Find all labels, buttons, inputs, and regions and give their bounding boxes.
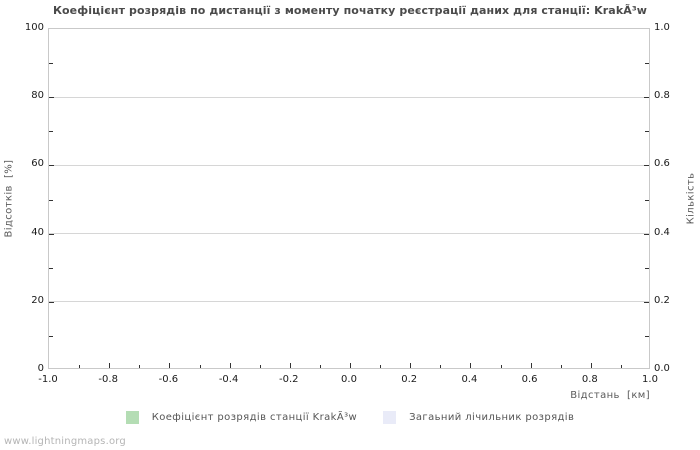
y-tick-label-left: 0 bbox=[37, 363, 44, 374]
x-tick-mark bbox=[350, 363, 351, 368]
y-tick-mark bbox=[49, 233, 54, 235]
x-tick-mark bbox=[380, 365, 382, 368]
y-tick-label-right: 0.6 bbox=[654, 158, 670, 170]
x-tick-label: 0.0 bbox=[341, 374, 357, 385]
x-tick-mark bbox=[79, 365, 81, 368]
y-tick-mark bbox=[49, 165, 54, 167]
y-axis-title-right: Кількість bbox=[684, 28, 698, 369]
y-axis-title-left: Відсотків [%] bbox=[2, 28, 16, 369]
y-tick-mark bbox=[49, 335, 53, 337]
x-tick-mark bbox=[229, 363, 231, 368]
gridline bbox=[49, 164, 649, 166]
legend-item: Загаьний лічильник розрядів bbox=[383, 410, 575, 424]
y-tick-mark bbox=[645, 131, 649, 133]
plot-area bbox=[48, 28, 650, 369]
x-tick-mark bbox=[169, 363, 171, 368]
x-axis-title: Відстань [км] bbox=[570, 390, 650, 401]
y-tick-mark bbox=[49, 301, 54, 303]
x-tick-label: -0.4 bbox=[218, 374, 239, 385]
x-tick-mark bbox=[109, 363, 111, 368]
x-tick-label: -0.2 bbox=[279, 374, 299, 385]
legend: Коефіцієнт розрядів станції KrakÃ³w Загаь… bbox=[0, 409, 700, 425]
y-tick-mark bbox=[644, 301, 649, 303]
y-tick-mark bbox=[49, 63, 53, 65]
legend-label: Загаьний лічильник розрядів bbox=[409, 411, 575, 423]
x-tick-label: 0.6 bbox=[521, 374, 538, 385]
y-tick-label-left: 100 bbox=[24, 22, 44, 33]
legend-swatch bbox=[383, 410, 397, 424]
x-tick-mark bbox=[620, 365, 622, 368]
y-tick-label-left: 80 bbox=[31, 90, 44, 102]
y-tick-label-left: 20 bbox=[31, 294, 44, 306]
y-tick-label-right: 0.0 bbox=[654, 363, 670, 374]
x-tick-mark bbox=[590, 363, 592, 368]
y-tick-label-right: 0.2 bbox=[654, 294, 670, 306]
x-tick-mark bbox=[560, 365, 562, 368]
x-tick-mark bbox=[410, 363, 412, 368]
y-tick-mark bbox=[645, 267, 649, 269]
y-axis-title-right-text: Кількість bbox=[685, 172, 697, 225]
x-tick-mark bbox=[530, 363, 532, 368]
x-tick-label: 1.0 bbox=[642, 374, 658, 385]
y-tick-label-right: 1.0 bbox=[654, 22, 670, 33]
y-tick-label-left: 40 bbox=[31, 226, 44, 238]
y-tick-mark bbox=[645, 63, 649, 65]
legend-swatch bbox=[125, 410, 139, 424]
y-tick-mark bbox=[645, 199, 649, 201]
x-tick-label: -0.8 bbox=[98, 374, 118, 385]
legend-label: Коефіцієнт розрядів станції KrakÃ³w bbox=[151, 411, 358, 423]
y-tick-label-left: 60 bbox=[31, 158, 44, 170]
x-tick-label: 0.4 bbox=[461, 374, 478, 385]
x-tick-mark bbox=[139, 365, 141, 368]
gridline bbox=[49, 301, 649, 303]
x-tick-mark bbox=[199, 365, 201, 368]
x-tick-mark bbox=[500, 365, 502, 368]
gridline bbox=[49, 233, 649, 235]
y-tick-mark bbox=[49, 267, 53, 269]
x-tick-mark bbox=[440, 365, 442, 368]
x-tick-label: -0.6 bbox=[158, 374, 179, 385]
y-tick-mark bbox=[644, 233, 649, 235]
chart-title: Коефіцієнт розрядів по дистанції з момен… bbox=[52, 4, 648, 17]
x-tick-mark bbox=[289, 363, 291, 368]
gridline bbox=[49, 96, 649, 98]
y-tick-mark bbox=[645, 335, 649, 337]
x-tick-mark bbox=[259, 365, 261, 368]
y-tick-mark bbox=[49, 199, 53, 201]
x-tick-label: 0.8 bbox=[581, 374, 598, 385]
watermark: www.lightningmaps.org bbox=[4, 436, 126, 447]
x-tick-label: 0.2 bbox=[401, 374, 418, 385]
y-tick-mark bbox=[644, 165, 649, 167]
y-tick-mark bbox=[49, 131, 53, 133]
x-tick-label: -1.0 bbox=[38, 374, 58, 385]
x-tick-mark bbox=[470, 363, 472, 368]
x-tick-mark bbox=[319, 365, 321, 368]
y-tick-mark bbox=[644, 97, 649, 99]
legend-item: Коефіцієнт розрядів станції KrakÃ³w bbox=[125, 410, 358, 424]
y-tick-label-right: 0.4 bbox=[654, 226, 670, 238]
y-tick-label-right: 0.8 bbox=[654, 90, 670, 102]
y-tick-mark bbox=[49, 97, 54, 99]
